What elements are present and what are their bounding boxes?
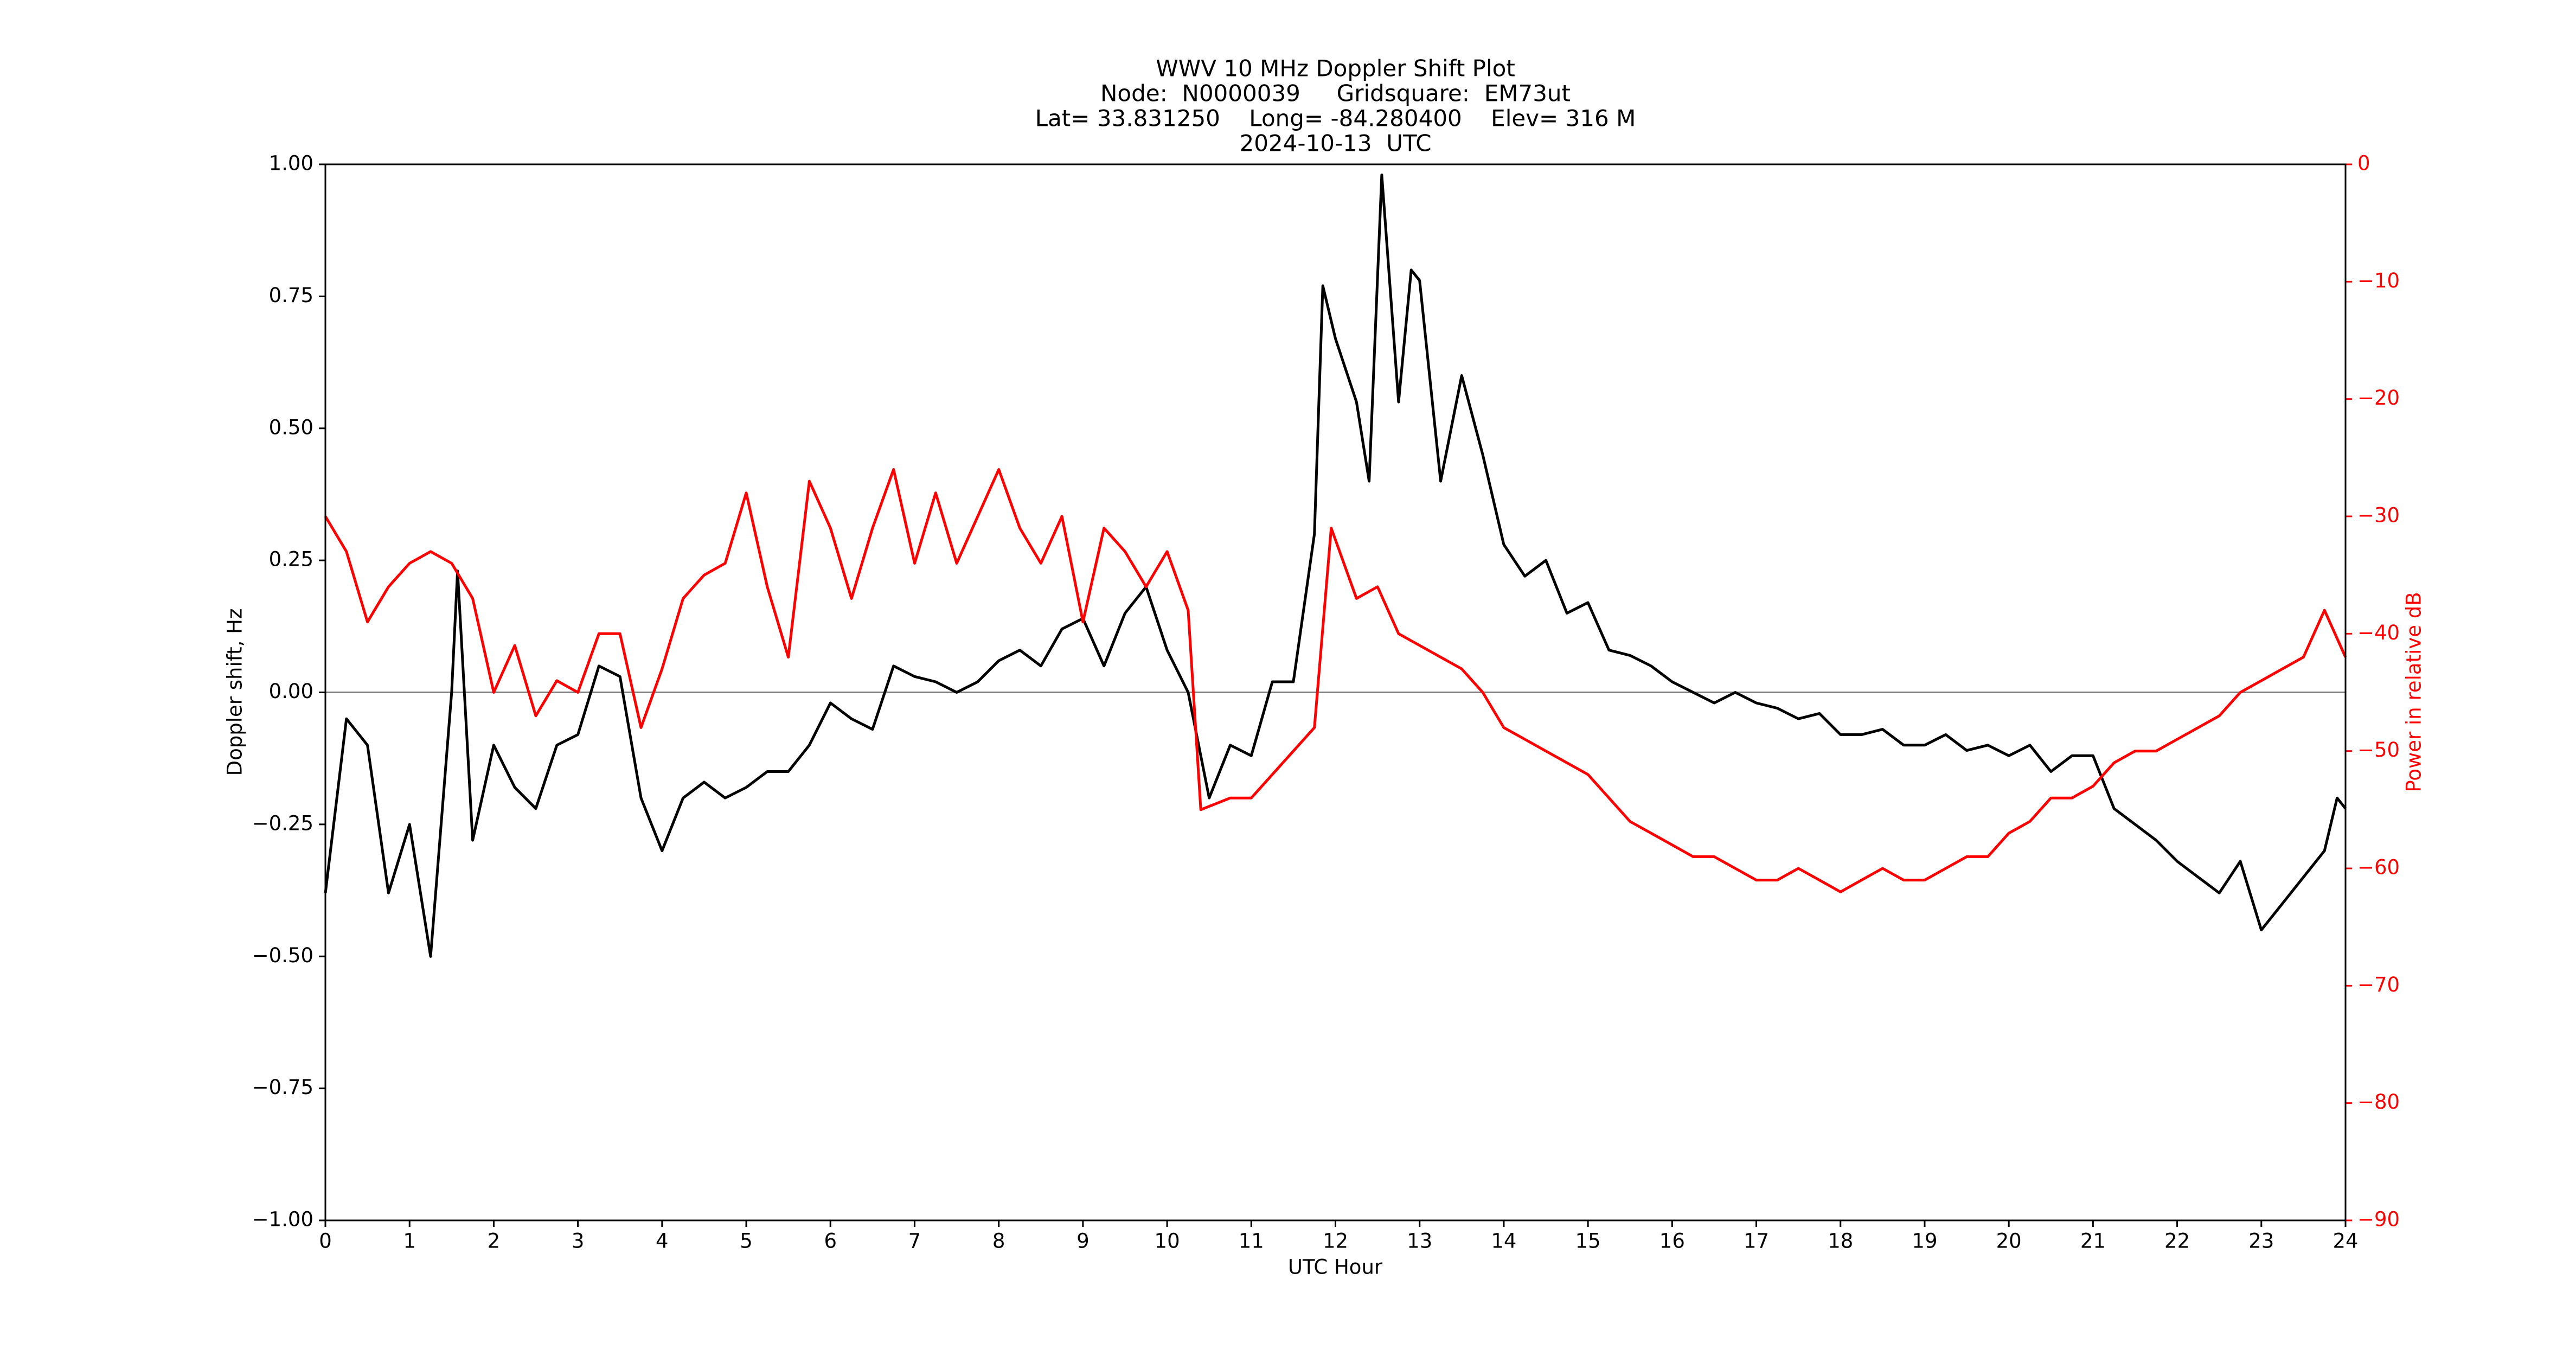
x-tick-label: 14 xyxy=(1491,1230,1516,1253)
x-tick-label: 4 xyxy=(656,1230,669,1253)
y2-tick-label: −20 xyxy=(2357,386,2400,410)
y2-tick-label: −30 xyxy=(2357,504,2400,527)
y-tick-label: −0.25 xyxy=(252,811,313,835)
x-tick-label: 23 xyxy=(2248,1230,2274,1253)
x-tick-label: 16 xyxy=(1659,1230,1685,1253)
x-tick-label: 3 xyxy=(572,1230,585,1253)
x-tick-label: 5 xyxy=(740,1230,753,1253)
x-tick-label: 22 xyxy=(2164,1230,2190,1253)
x-tick-label: 12 xyxy=(1323,1230,1348,1253)
x-tick-label: 1 xyxy=(403,1230,416,1253)
x-tick-label: 7 xyxy=(908,1230,921,1253)
y-tick-label: 0.50 xyxy=(269,415,313,439)
x-tick-label: 9 xyxy=(1076,1230,1090,1253)
chart-title: 2024-10-13 UTC xyxy=(1239,130,1431,157)
y-tick-label: 1.00 xyxy=(269,152,313,175)
plot-frame xyxy=(324,163,2347,1221)
x-tick-label: 0 xyxy=(319,1230,332,1253)
x-tick-label: 18 xyxy=(1828,1230,1853,1253)
chart-title: Lat= 33.831250 Long= -84.280400 Elev= 31… xyxy=(1035,105,1636,132)
y-tick-label: −1.00 xyxy=(252,1208,313,1231)
y2-tick-label: −90 xyxy=(2357,1208,2400,1231)
x-tick-label: 6 xyxy=(824,1230,837,1253)
x-tick-label: 24 xyxy=(2333,1230,2358,1253)
y2-tick-label: −40 xyxy=(2357,621,2400,644)
data-line xyxy=(324,174,2347,958)
y2-axis-label: Power in relative dB xyxy=(2402,592,2426,792)
x-axis-label: UTC Hour xyxy=(1288,1256,1383,1279)
x-tick-label: 15 xyxy=(1575,1230,1601,1253)
y-tick-label: 0.75 xyxy=(269,284,313,307)
y2-tick-label: −50 xyxy=(2357,738,2400,762)
x-tick-label: 10 xyxy=(1155,1230,1180,1253)
y-axis-label: Doppler shift, Hz xyxy=(223,609,247,776)
chart-title: Node: N0000039 Gridsquare: EM73ut xyxy=(1100,80,1571,107)
y-tick-label: −0.50 xyxy=(252,944,313,967)
y-tick-label: 0.00 xyxy=(269,680,313,703)
y-tick-label: −0.75 xyxy=(252,1076,313,1099)
x-tick-label: 11 xyxy=(1239,1230,1264,1253)
x-tick-label: 8 xyxy=(992,1230,1005,1253)
y2-tick-label: −80 xyxy=(2357,1090,2400,1114)
x-tick-label: 2 xyxy=(488,1230,501,1253)
y2-tick-label: −60 xyxy=(2357,856,2400,879)
data-line xyxy=(324,468,2347,893)
y2-tick-label: 0 xyxy=(2357,152,2370,175)
x-tick-label: 19 xyxy=(1912,1230,1937,1253)
x-tick-label: 17 xyxy=(1744,1230,1769,1253)
x-tick-label: 20 xyxy=(1996,1230,2022,1253)
chart-title: WWV 10 MHz Doppler Shift Plot xyxy=(1156,55,1515,82)
x-tick-label: 21 xyxy=(2080,1230,2106,1253)
x-tick-label: 13 xyxy=(1407,1230,1432,1253)
y2-tick-label: −70 xyxy=(2357,973,2400,996)
y2-tick-label: −10 xyxy=(2357,269,2400,292)
y-tick-label: 0.25 xyxy=(269,548,313,571)
